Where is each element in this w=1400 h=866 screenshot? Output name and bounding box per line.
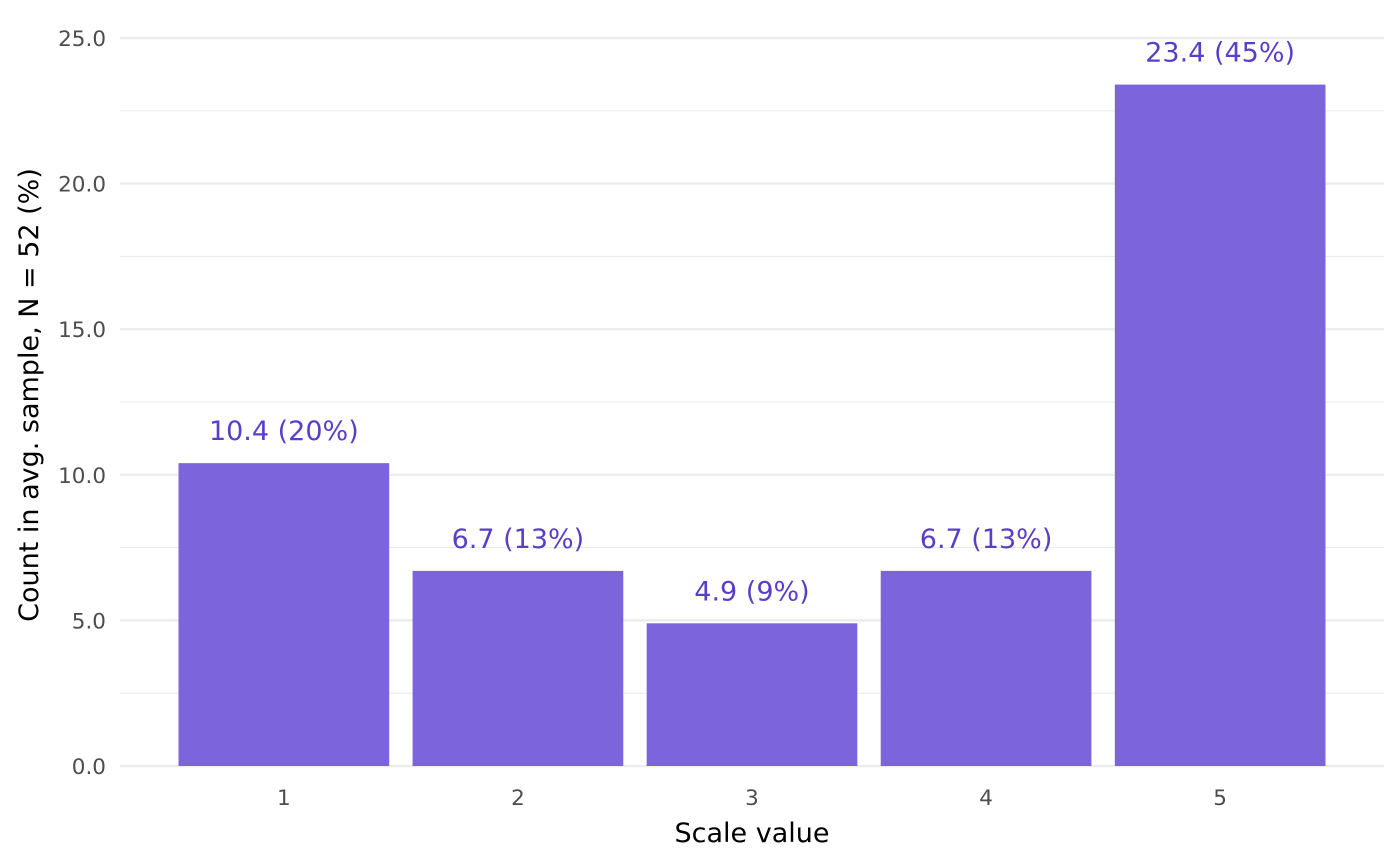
x-tick-label: 3 xyxy=(745,786,759,811)
x-tick-label: 1 xyxy=(277,786,291,811)
x-axis-tick-labels: 1 2 3 4 5 xyxy=(277,786,1227,811)
bars xyxy=(178,84,1326,767)
x-tick-label: 4 xyxy=(979,786,993,811)
y-axis-tick-labels: 0.0 5.0 10.0 15.0 20.0 25.0 xyxy=(58,27,106,780)
bar-data-label: 6.7 (13%) xyxy=(920,524,1053,555)
y-axis-title: Count in avg. sample, N = 52 (%) xyxy=(14,168,45,622)
bar-data-label: 23.4 (45%) xyxy=(1145,38,1295,69)
y-tick-label: 20.0 xyxy=(58,173,106,198)
y-tick-label: 5.0 xyxy=(72,609,106,634)
y-tick-label: 0.0 xyxy=(72,755,106,780)
bar xyxy=(178,463,390,766)
y-tick-label: 15.0 xyxy=(58,318,106,343)
x-axis-title: Scale value xyxy=(675,818,830,849)
bar-data-label: 6.7 (13%) xyxy=(452,524,585,555)
bar xyxy=(880,570,1092,766)
bar xyxy=(412,570,624,766)
bar xyxy=(646,623,858,766)
bar-data-label: 4.9 (9%) xyxy=(694,576,809,607)
y-tick-label: 25.0 xyxy=(58,27,106,52)
bar-data-label: 10.4 (20%) xyxy=(209,416,359,447)
bar xyxy=(1114,84,1326,767)
x-tick-label: 2 xyxy=(511,786,525,811)
x-tick-label: 5 xyxy=(1213,786,1227,811)
y-tick-label: 10.0 xyxy=(58,464,106,489)
data-labels: 10.4 (20%) 6.7 (13%) 4.9 (9%) 6.7 (13%) 23.4… xyxy=(209,38,1295,608)
